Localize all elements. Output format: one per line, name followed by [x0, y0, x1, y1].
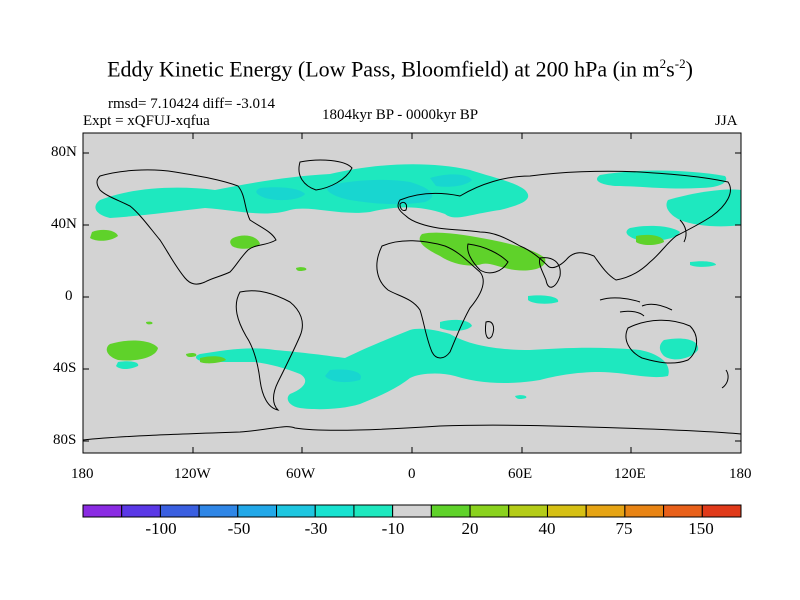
x-tick-label: 0 — [408, 466, 416, 482]
coast-greenland — [298, 159, 353, 191]
y-tick-label: 80S — [53, 432, 77, 448]
colorbar-swatch — [314, 504, 355, 518]
coast-india — [539, 257, 561, 288]
coast-japan — [679, 219, 687, 243]
anomaly-fields — [90, 164, 741, 410]
positive-anomaly-regions — [90, 229, 664, 364]
colorbar-label: 75 — [615, 519, 633, 538]
chart-title: Eddy Kinetic Energy (Low Pass, Bloomfiel… — [107, 56, 693, 82]
coast-south-america — [235, 290, 303, 411]
colorbar-swatch — [701, 504, 742, 518]
period-label: 1804kyr BP - 0000kyr BP — [322, 107, 479, 123]
colorbar-swatch — [392, 504, 432, 518]
x-tick-label: 180 — [71, 466, 94, 482]
colorbar-swatch — [546, 504, 587, 518]
colorbar-swatch — [624, 504, 665, 518]
coast-africa — [376, 240, 484, 359]
negative-anomaly-regions — [95, 164, 741, 410]
coast-uk — [399, 201, 407, 211]
colorbar-swatch — [159, 504, 200, 518]
colorbar-swatch — [198, 504, 239, 518]
colorbar-swatch — [353, 504, 394, 518]
colorbar-swatch — [430, 504, 471, 518]
colorbar-swatch — [121, 504, 161, 518]
colorbar-label: 20 — [461, 519, 479, 538]
coast-eurasia — [397, 170, 731, 281]
coast-arabia — [467, 243, 509, 274]
colorbar-label: 150 — [688, 519, 714, 538]
colorbar-label: -50 — [227, 519, 251, 538]
rmsd-label: rmsd= 7.10424 diff= -3.014 — [108, 96, 276, 112]
colorbar-swatch — [237, 504, 278, 518]
y-tick-label: 40S — [53, 360, 77, 376]
coast-australia — [625, 319, 697, 364]
coast-indonesia — [599, 297, 673, 317]
x-tick-label: 120E — [614, 466, 646, 482]
coast-madagascar — [485, 321, 495, 339]
y-tick-label: 40N — [51, 216, 77, 232]
coast-antarctica — [83, 424, 741, 441]
colorbar-swatch — [276, 504, 316, 518]
colorbar-swatch — [508, 504, 548, 518]
y-tick-label: 80N — [51, 144, 77, 160]
x-tick-label: 180 — [729, 466, 752, 482]
x-tick-label: 60E — [508, 466, 533, 482]
x-tick-label: 120W — [174, 466, 211, 482]
colorbar-swatch — [469, 504, 510, 518]
colorbar-swatch — [82, 504, 123, 518]
coast-new-zealand — [721, 369, 729, 389]
colorbar-swatch — [663, 504, 703, 518]
colorbar-swatch — [585, 504, 626, 518]
season-label: JJA — [715, 113, 738, 129]
coastlines — [83, 159, 741, 441]
colorbar-label: -10 — [381, 519, 405, 538]
y-tick-label: 0 — [65, 288, 73, 304]
axis-ticks — [82, 133, 742, 453]
colorbar — [82, 504, 742, 518]
colorbar-label: 40 — [538, 519, 556, 538]
experiment-label: Expt = xQFUJ-xqfua — [83, 113, 210, 129]
coast-north-america — [96, 169, 277, 285]
colorbar-label: -30 — [304, 519, 328, 538]
x-tick-label: 60W — [286, 466, 316, 482]
colorbar-label: -100 — [145, 519, 177, 538]
